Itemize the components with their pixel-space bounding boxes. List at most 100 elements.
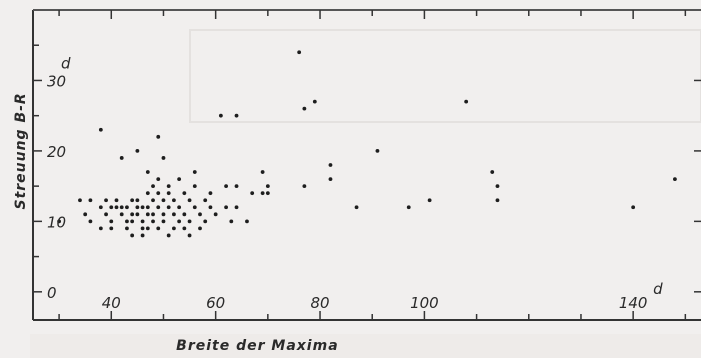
data-point [182,212,187,217]
data-point [192,170,197,174]
data-point [234,113,239,118]
data-point [98,226,103,231]
data-point [302,184,307,189]
data-point [187,219,192,224]
y-tick-label: 0 [47,284,57,302]
data-point [182,226,187,231]
data-point [161,156,166,160]
data-point [198,212,202,217]
data-point [265,184,270,189]
x-tick-label: 60 [206,294,225,312]
data-point [192,184,197,189]
data-point [151,219,155,224]
data-point [177,219,182,224]
data-point [177,177,182,181]
data-point [166,191,171,196]
data-point [119,212,124,217]
data-point [161,198,166,203]
data-point [125,226,129,231]
data-point [198,226,202,231]
data-point [125,219,129,224]
data-point [98,205,103,210]
data-point [156,177,161,181]
y-axis-title: Streuung B-R [13,92,29,209]
data-point [166,205,171,210]
data-point [156,226,161,231]
data-point [119,205,124,210]
data-point [130,212,135,217]
data-point [98,127,103,132]
data-point [161,212,166,217]
data-point [88,219,93,224]
data-point [156,134,161,139]
data-point [260,191,265,196]
data-point [229,219,234,224]
data-point [109,219,114,224]
data-point [109,205,114,210]
data-point [156,191,161,196]
x-tick-label: 40 [102,294,121,312]
data-point [673,177,677,181]
data-point [145,191,150,196]
data-point [495,198,500,203]
data-point [130,219,135,224]
data-point [631,205,636,210]
data-point [250,191,255,196]
data-point [161,219,166,224]
data-point [172,226,176,231]
data-point [166,184,171,189]
data-point [182,191,187,196]
data-point [145,205,150,210]
data-point [151,184,155,189]
x-axis-title: Breite der Maxima [176,338,338,354]
data-point [135,212,140,217]
data-point [260,170,265,174]
data-point [354,205,359,210]
x-unit-label: d [653,280,663,298]
data-point [297,50,302,55]
data-point [156,205,161,210]
data-point [234,205,239,210]
data-point [213,212,218,217]
data-point [234,184,239,189]
data-point [114,205,119,210]
data-point [104,198,108,203]
x-tick-label: 80 [310,294,329,312]
data-point [218,113,223,118]
data-point [88,198,93,203]
data-point [151,198,155,203]
data-point [130,198,135,203]
data-point [495,184,500,189]
data-point [78,198,82,203]
data-point [166,233,171,238]
y-tick-label: 10 [47,213,66,231]
data-point [203,198,208,203]
data-point [145,170,150,174]
data-point [125,205,129,210]
data-point [302,106,307,111]
data-point [119,156,124,160]
data-point [140,226,145,231]
data-point [140,233,145,238]
data-point [177,205,182,210]
data-point [328,163,333,167]
data-point [109,226,114,231]
y-tick-label: 30 [47,72,66,90]
data-point [265,191,270,196]
data-point [375,149,380,153]
data-point [140,205,145,210]
data-point [208,191,213,196]
data-point [490,170,495,174]
data-point [145,212,150,217]
data-point [57,219,61,224]
data-point [135,198,140,203]
data-point [135,149,140,153]
data-point [406,205,411,210]
data-point [203,219,208,224]
data-point [208,205,213,210]
data-point [192,205,197,210]
data-point [172,212,176,217]
data-point [464,99,469,104]
